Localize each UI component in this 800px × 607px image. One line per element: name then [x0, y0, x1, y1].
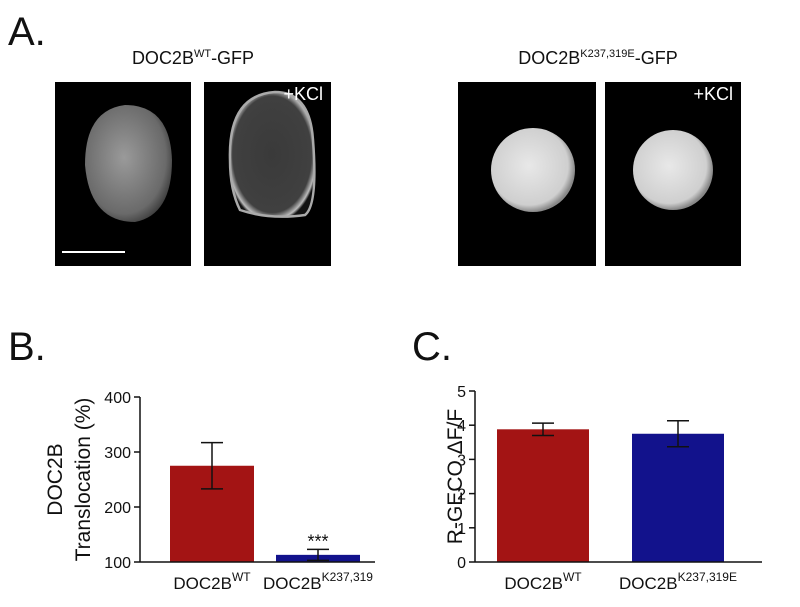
category-sup: K237,319E [678, 570, 737, 584]
treatment-label: +KCl [693, 84, 733, 104]
treatment-label: +KCl [283, 84, 323, 104]
y-axis-label: Translocation (%) [72, 398, 95, 562]
cell [491, 128, 575, 212]
panel-label: B. [8, 325, 46, 369]
significance-label: *** [307, 531, 328, 551]
cell [85, 105, 172, 222]
y-tick-label: 1 [457, 521, 466, 538]
caption-sup: WT [194, 48, 211, 60]
x-tick-label: DOC2BWT [173, 570, 251, 593]
error-bar [532, 422, 554, 437]
y-tick-label: 5 [457, 384, 466, 401]
image-caption: DOC2BWT-GFP [132, 48, 254, 68]
category-base: DOC2B [263, 574, 322, 593]
y-tick-label: 400 [104, 390, 131, 407]
image-caption: DOC2BK237,319E-GFP [518, 48, 677, 68]
y-tick-label: 2 [457, 487, 466, 504]
x-tick-label: DOC2BWT [504, 570, 582, 593]
y-tick-label: 300 [104, 445, 131, 462]
y-tick-label: 3 [457, 452, 466, 469]
y-axis-label: DOC2B [44, 443, 67, 515]
category-sup: WT [563, 570, 582, 584]
y-tick-label: 0 [457, 555, 466, 572]
cell [228, 90, 316, 218]
caption-suffix: -GFP [211, 48, 254, 68]
category-sup: K237,319 [322, 570, 374, 584]
x-tick-label: DOC2BK237,319E [619, 570, 737, 593]
caption-base: DOC2B [518, 48, 580, 68]
caption-base: DOC2B [132, 48, 194, 68]
error-bar [307, 548, 329, 562]
error-bar [201, 441, 223, 490]
caption-suffix: -GFP [635, 48, 678, 68]
category-base: DOC2B [619, 574, 678, 593]
y-tick-label: 200 [104, 500, 131, 517]
category-sup: WT [232, 570, 251, 584]
error-bar [667, 420, 689, 448]
y-tick-label: 100 [104, 555, 131, 572]
caption-sup: K237,319E [580, 48, 634, 60]
panel-label: C. [412, 325, 452, 369]
cell [633, 130, 713, 210]
bar [632, 433, 724, 562]
panel-label: A. [8, 10, 46, 54]
category-base: DOC2B [504, 574, 563, 593]
category-base: DOC2B [173, 574, 232, 593]
x-tick-label: DOC2BK237,319 [263, 570, 373, 593]
y-axis-label: R-GECO ΔF/F [444, 409, 467, 544]
bar [497, 429, 589, 562]
y-tick-label: 4 [457, 418, 466, 435]
